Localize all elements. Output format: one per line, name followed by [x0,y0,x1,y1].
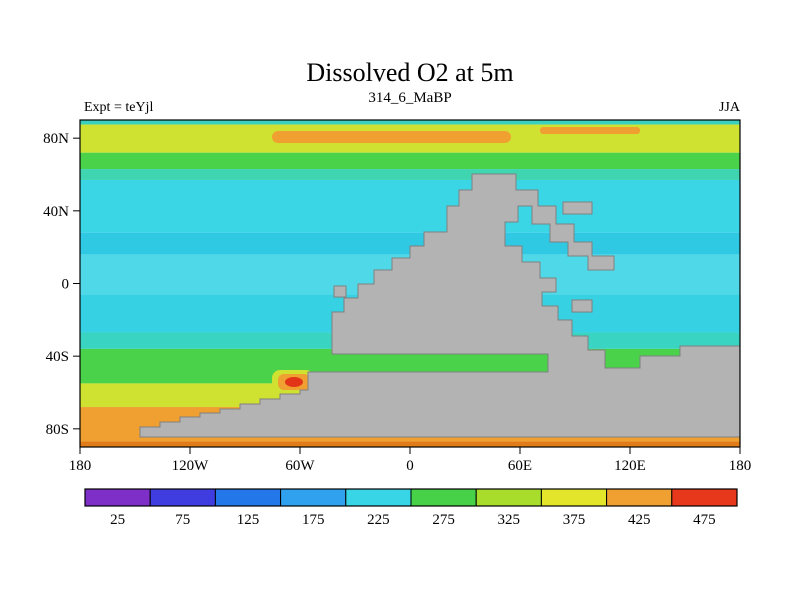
y-tick-label: 40N [43,204,69,220]
colorbar-label: 375 [563,512,586,528]
colorbar-segment [84,488,151,507]
colorbar-frame [84,488,738,507]
colorbar-segment [540,488,608,507]
plot-title: Dissolved O2 at 5m [306,58,514,87]
contour-band [80,169,740,180]
colorbar-segment [410,488,477,507]
colorbar-segment [671,488,738,507]
landmass-main [139,173,741,438]
colorbar-label: 425 [628,512,651,528]
contour-band [80,441,740,447]
colorbar-label: 225 [367,512,390,528]
x-tick-label: 120W [172,458,210,474]
y-tick-label: 40S [46,349,69,365]
x-tick-label: 180 [69,458,92,474]
colorbar-segment [475,488,542,507]
contour-band [80,120,740,125]
experiment-label: Expt = teYjl [84,100,154,115]
colorbar-segment [280,488,347,507]
y-tick-label: 80N [43,131,69,147]
landmass-island [571,299,593,313]
colorbar-label: 75 [175,512,190,528]
contour-band [80,152,740,170]
colorbar-label: 25 [110,512,125,528]
contour-band [80,179,740,233]
season-label: JJA [718,100,740,115]
south-bay-red-spot [285,377,303,387]
landmass-island [333,285,347,298]
y-tick-label: 80S [46,422,69,438]
colorbar-label: 125 [237,512,260,528]
landmass-island [562,201,593,215]
colorbar-segment [345,488,412,507]
colorbar-segment [149,488,216,507]
x-tick-label: 60W [285,458,315,474]
arctic-high-streak [540,127,640,134]
plot-subtitle: 314_6_MaBP [368,90,452,106]
x-tick-label: 180 [729,458,752,474]
colorbar-label: 325 [498,512,521,528]
colorbar-segment [214,488,282,507]
x-tick-label: 120E [614,458,646,474]
x-tick-label: 60E [508,458,532,474]
x-tick-label: 0 [406,458,414,474]
colorbar-label: 275 [432,512,455,528]
colorbar-segment [606,488,673,507]
colorbar-label: 175 [302,512,325,528]
arctic-high-patch [272,131,511,143]
y-tick-label: 0 [62,277,70,293]
colorbar-label: 475 [693,512,716,528]
